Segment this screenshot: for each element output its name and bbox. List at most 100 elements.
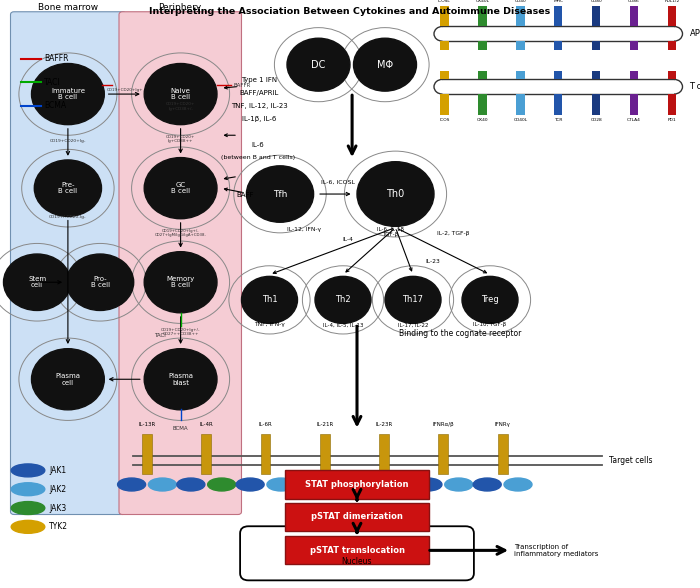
- Text: Th2: Th2: [335, 295, 351, 305]
- Circle shape: [4, 254, 71, 310]
- Ellipse shape: [208, 478, 236, 491]
- Text: CD19+CD20+Ig-: CD19+CD20+Ig-: [50, 139, 86, 143]
- FancyBboxPatch shape: [142, 434, 152, 474]
- Text: pSTAT translocation: pSTAT translocation: [309, 546, 405, 555]
- Text: Pro-
B cell: Pro- B cell: [90, 276, 110, 289]
- FancyBboxPatch shape: [554, 41, 563, 50]
- Circle shape: [385, 276, 441, 323]
- Text: STAT phosphorylation: STAT phosphorylation: [305, 480, 409, 489]
- Circle shape: [246, 166, 314, 222]
- Text: IL-4R: IL-4R: [199, 422, 213, 427]
- Text: Target cells: Target cells: [609, 456, 652, 465]
- Ellipse shape: [326, 478, 354, 491]
- Text: CTLA4: CTLA4: [627, 118, 641, 122]
- Text: Th0: Th0: [386, 189, 405, 199]
- Ellipse shape: [148, 478, 176, 491]
- Text: CD19+CD20+Ig+/-
CD27++CD38++: CD19+CD20+Ig+/- CD27++CD38++: [161, 328, 200, 336]
- Text: CD28: CD28: [590, 118, 602, 122]
- Text: MΦ: MΦ: [377, 59, 393, 70]
- Circle shape: [462, 276, 518, 323]
- Text: TACI: TACI: [154, 333, 166, 338]
- FancyBboxPatch shape: [478, 41, 486, 50]
- FancyBboxPatch shape: [478, 71, 486, 79]
- Circle shape: [357, 162, 434, 226]
- Text: IL-17, IL-22: IL-17, IL-22: [398, 322, 428, 328]
- Ellipse shape: [355, 478, 383, 491]
- Text: JAK3: JAK3: [49, 503, 66, 513]
- Text: BCMA: BCMA: [44, 101, 66, 111]
- FancyBboxPatch shape: [668, 71, 676, 79]
- Text: OX40: OX40: [477, 118, 488, 122]
- Text: BAFFR: BAFFR: [44, 54, 69, 64]
- Ellipse shape: [295, 478, 323, 491]
- Text: BAFFR: BAFFR: [233, 83, 251, 88]
- Text: Pre-
B cell: Pre- B cell: [58, 182, 78, 195]
- Text: Bone marrow: Bone marrow: [38, 3, 98, 12]
- Text: JAK2: JAK2: [49, 485, 66, 494]
- Text: Memory
B cell: Memory B cell: [167, 276, 195, 289]
- Text: IL-21R: IL-21R: [316, 422, 333, 427]
- Text: CD80: CD80: [590, 0, 602, 3]
- Text: Nucleus: Nucleus: [342, 557, 372, 566]
- Ellipse shape: [177, 478, 205, 491]
- Text: CD19+CD20+
Ig+CD38+/-: CD19+CD20+ Ig+CD38+/-: [166, 102, 195, 111]
- Text: IL-4, IL-5, IL-13: IL-4, IL-5, IL-13: [323, 322, 363, 328]
- FancyBboxPatch shape: [592, 71, 601, 79]
- Ellipse shape: [118, 478, 146, 491]
- Ellipse shape: [267, 478, 295, 491]
- FancyBboxPatch shape: [498, 434, 508, 474]
- Circle shape: [34, 160, 102, 216]
- Text: Naive
B cell: Naive B cell: [171, 88, 190, 101]
- Text: DC: DC: [312, 59, 326, 70]
- Circle shape: [144, 349, 217, 410]
- Text: Tfh: Tfh: [273, 189, 287, 199]
- Text: IFNRγ: IFNRγ: [495, 422, 510, 427]
- FancyBboxPatch shape: [516, 41, 524, 50]
- FancyBboxPatch shape: [10, 12, 126, 514]
- Text: IL-1β, IL-6: IL-1β, IL-6: [241, 116, 276, 122]
- Text: ICOS: ICOS: [440, 118, 449, 122]
- Text: IL-4: IL-4: [342, 237, 354, 242]
- FancyBboxPatch shape: [668, 41, 676, 50]
- Text: IL-6, ICOSL: IL-6, ICOSL: [321, 179, 355, 185]
- Text: TCR: TCR: [554, 118, 562, 122]
- Text: IL-12, IFN-γ: IL-12, IFN-γ: [288, 227, 321, 232]
- Ellipse shape: [504, 478, 532, 491]
- Text: IL-23: IL-23: [425, 259, 440, 264]
- Text: CD19+CD20+Ig+: CD19+CD20+Ig+: [106, 88, 143, 92]
- FancyBboxPatch shape: [630, 94, 638, 115]
- FancyBboxPatch shape: [554, 6, 563, 26]
- Text: CD19+CD20+Ig+/-
CD27+IgM/IgG/IgA+CD38-: CD19+CD20+Ig+/- CD27+IgM/IgG/IgA+CD38-: [155, 229, 206, 238]
- Circle shape: [144, 158, 217, 219]
- FancyBboxPatch shape: [668, 94, 676, 115]
- FancyBboxPatch shape: [440, 6, 449, 26]
- Text: CD19+CD20+
Ig+CD38++: CD19+CD20+ Ig+CD38++: [166, 135, 195, 143]
- Text: CD19+/-CD20-Ig-: CD19+/-CD20-Ig-: [49, 215, 87, 219]
- Text: BAFF: BAFF: [236, 192, 253, 198]
- Text: TACI: TACI: [44, 78, 61, 87]
- FancyBboxPatch shape: [516, 94, 524, 115]
- Text: IL-6R: IL-6R: [259, 422, 272, 427]
- Text: Type 1 IFN: Type 1 IFN: [241, 77, 277, 83]
- FancyBboxPatch shape: [240, 526, 474, 580]
- Ellipse shape: [11, 502, 45, 514]
- Text: Th1: Th1: [262, 295, 277, 305]
- Text: (between B and T cells): (between B and T cells): [220, 155, 295, 160]
- Text: Stem
cell: Stem cell: [28, 276, 46, 289]
- FancyBboxPatch shape: [478, 6, 486, 26]
- Text: IL-2, TGF-β: IL-2, TGF-β: [438, 231, 470, 236]
- Circle shape: [287, 38, 350, 91]
- FancyBboxPatch shape: [516, 6, 524, 26]
- Ellipse shape: [386, 478, 414, 491]
- FancyBboxPatch shape: [202, 434, 211, 474]
- Ellipse shape: [444, 478, 472, 491]
- FancyBboxPatch shape: [554, 71, 563, 79]
- FancyBboxPatch shape: [440, 41, 449, 50]
- Text: Th17: Th17: [402, 295, 423, 305]
- Text: Plasma
blast: Plasma blast: [168, 373, 193, 386]
- Text: PD1: PD1: [668, 118, 676, 122]
- Text: IL-23R: IL-23R: [375, 422, 393, 427]
- Ellipse shape: [11, 520, 45, 533]
- Circle shape: [66, 254, 134, 310]
- Text: PDL1/2: PDL1/2: [664, 0, 680, 3]
